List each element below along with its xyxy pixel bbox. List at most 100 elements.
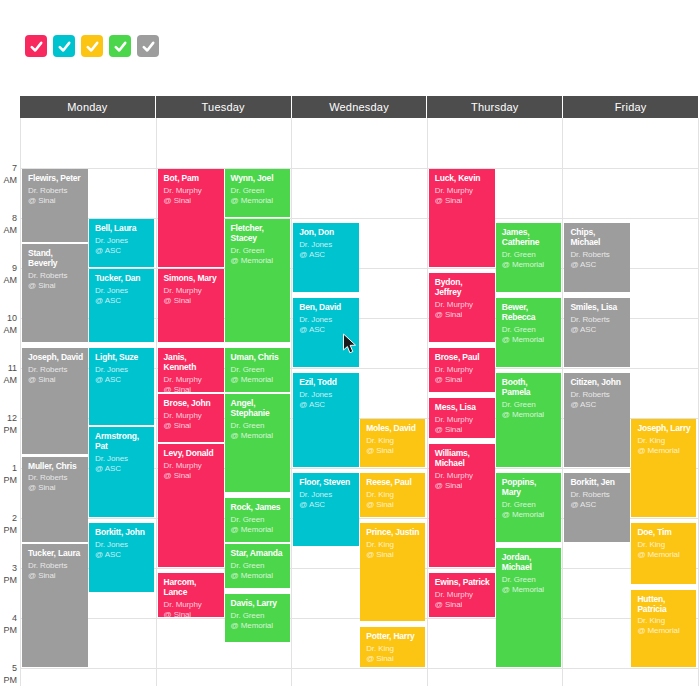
location-name: @ ASC — [570, 500, 626, 510]
patient-name: Wynn, Joel — [231, 174, 286, 184]
appointment-block[interactable]: Brose, JohnDr. Murphy@ Sinai — [158, 394, 224, 442]
location-name: @ ASC — [299, 500, 355, 510]
patient-name: Bot, Pam — [164, 174, 220, 184]
checkmark-icon — [29, 39, 44, 54]
patient-name: Brose, John — [164, 399, 220, 409]
appointment-block[interactable]: Ewins, PatrickDr. Murphy@ Sinai — [429, 573, 495, 617]
appointment-block[interactable]: Jon, DonDr. Jones@ ASC — [293, 223, 359, 292]
patient-name: Harcom, Lance — [164, 578, 220, 598]
location-name: @ Sinai — [28, 196, 84, 206]
appointment-block[interactable]: Joseph, LarryDr. King@ Memorial — [631, 419, 696, 517]
appointment-block[interactable]: Poppins, MaryDr. Green@ Memorial — [496, 473, 561, 542]
legend-checkbox-cyan[interactable] — [53, 35, 75, 57]
appointment-block[interactable]: Jordan, MichaelDr. Green@ Memorial — [496, 548, 561, 667]
appointment-block[interactable]: Star, AmandaDr. Green@ Memorial — [225, 544, 290, 588]
location-name: @ ASC — [95, 296, 150, 306]
appointment-block[interactable]: James, CatherineDr. Green@ Memorial — [496, 223, 561, 292]
appointment-block[interactable]: Mess, LisaDr. Murphy@ Sinai — [429, 398, 495, 438]
appointment-block[interactable]: Prince, JustinDr. King@ Sinai — [360, 523, 425, 621]
appointment-block[interactable]: Flewirs, PeterDr. Roberts@ Sinai — [22, 169, 88, 242]
appointment-block[interactable]: Rock, JamesDr. Green@ Memorial — [225, 498, 290, 542]
appointment-block[interactable]: Muller, ChrisDr. Roberts@ Sinai — [22, 457, 88, 543]
appointment-block[interactable]: Chips, MichaelDr. Roberts@ ASC — [564, 223, 630, 292]
time-label: 9 AM — [0, 262, 17, 274]
location-name: @ Sinai — [366, 446, 421, 456]
doctor-name: Dr. Roberts — [28, 271, 84, 281]
doctor-name: Dr. Murphy — [435, 471, 491, 481]
doctor-name: Dr. Roberts — [28, 473, 84, 483]
patient-name: Floor, Steven — [299, 478, 355, 488]
location-name: @ ASC — [95, 550, 150, 560]
patient-name: Levy, Donald — [164, 449, 220, 459]
doctor-name: Dr. Roberts — [28, 186, 84, 196]
appointment-block[interactable]: Smiles, LisaDr. Roberts@ ASC — [564, 298, 630, 367]
appointment-block[interactable]: Bot, PamDr. Murphy@ Sinai — [158, 169, 224, 267]
appointment-block[interactable]: Bydon, JeffreyDr. Murphy@ Sinai — [429, 273, 495, 342]
patient-name: Davis, Larry — [231, 599, 286, 609]
appointment-block[interactable]: Simons, MaryDr. Murphy@ Sinai — [158, 269, 224, 342]
doctor-name: Dr. Green — [231, 421, 286, 431]
appointment-block[interactable]: Davis, LarryDr. Green@ Memorial — [225, 594, 290, 642]
appointment-block[interactable]: Williams, MichaelDr. Murphy@ Sinai — [429, 444, 495, 567]
appointment-block[interactable]: Uman, ChrisDr. Green@ Memorial — [225, 348, 290, 392]
appointment-block[interactable]: Booth, Pamela Dr. Green@ Memorial — [496, 373, 561, 467]
location-name: @ Memorial — [502, 410, 557, 420]
location-name: @ Sinai — [164, 471, 220, 481]
column-gridline — [291, 118, 292, 686]
appointment-block[interactable]: Wynn, JoelDr. Green@ Memorial — [225, 169, 290, 217]
appointment-block[interactable]: Floor, StevenDr. Jones@ ASC — [293, 473, 359, 546]
appointment-block[interactable]: Janis, KennethDr. Murphy@ Sinai — [158, 348, 224, 392]
location-name: @ ASC — [570, 260, 626, 270]
location-name: @ ASC — [299, 400, 355, 410]
patient-name: Booth, Pamela — [502, 378, 557, 398]
patient-name: Doe, Tim — [637, 528, 692, 538]
appointment-block[interactable]: Bewer, RebeccaDr. Green@ Memorial — [496, 298, 561, 367]
appointment-block[interactable]: Stand, BeverlyDr. Roberts@ Sinai — [22, 244, 88, 342]
time-label: 8 AM — [0, 212, 17, 224]
appointment-block[interactable]: Joseph, DavidDr. Roberts@ Sinai — [22, 348, 88, 454]
location-name: @ Sinai — [435, 196, 491, 206]
appointment-block[interactable]: Potter, HarryDr. King@ Sinai — [360, 627, 425, 667]
legend-checkbox-yellow[interactable] — [81, 35, 103, 57]
hour-gridline — [20, 168, 698, 169]
patient-name: Rock, James — [231, 503, 286, 513]
legend-checkbox-pink[interactable] — [25, 35, 47, 57]
patient-name: James, Catherine — [502, 228, 557, 248]
appointment-block[interactable]: Citizen, JohnDr. Roberts@ ASC — [564, 373, 630, 467]
location-name: @ Memorial — [231, 525, 286, 535]
appointment-block[interactable]: Brose, PaulDr. Murphy@ Sinai — [429, 348, 495, 392]
day-header-friday: Friday — [563, 96, 698, 118]
location-name: @ Sinai — [28, 375, 84, 385]
appointment-block[interactable]: Doe, TimDr. King@ Memorial — [631, 523, 696, 584]
doctor-name: Dr. King — [637, 436, 692, 446]
appointment-block[interactable]: Tucker, DanDr. Jones@ ASC — [89, 269, 154, 342]
doctor-name: Dr. Green — [502, 325, 557, 335]
appointment-block[interactable]: Light, SuzeDr. Jones@ ASC — [89, 348, 154, 425]
appointment-block[interactable]: Reese, PaulDr. King@ Sinai — [360, 473, 425, 517]
location-name: @ ASC — [570, 325, 626, 335]
appointment-block[interactable]: Luck, Kevin Dr. Murphy@ Sinai — [429, 169, 495, 267]
day-header-row: MondayTuesdayWednesdayThursdayFriday — [20, 96, 698, 118]
appointment-block[interactable]: Harcom, LanceDr. Murphy@ Sinai — [158, 573, 224, 617]
appointment-block[interactable]: Borkitt, JenDr. Roberts@ ASC — [564, 473, 630, 542]
appointment-block[interactable]: Tucker, LauraDr. Roberts@ Sinai — [22, 544, 88, 667]
appointment-block[interactable]: Moles, DavidDr. King@ Sinai — [360, 419, 425, 467]
appointment-block[interactable]: Bell, LauraDr. Jones@ ASC — [89, 219, 154, 267]
appointment-block[interactable]: Ezil, ToddDr. Jones@ ASC — [293, 373, 359, 467]
time-label: 11 AM — [0, 362, 17, 374]
patient-name: Luck, Kevin — [435, 174, 491, 184]
appointment-block[interactable]: Angel, StephanieDr. Green@ Memorial — [225, 394, 290, 492]
time-label: 10 AM — [0, 312, 17, 324]
legend-checkbox-green[interactable] — [109, 35, 131, 57]
location-name: @ ASC — [570, 400, 626, 410]
appointment-block[interactable]: Levy, DonaldDr. Murphy@ Sinai — [158, 444, 224, 567]
location-name: @ Memorial — [637, 626, 692, 636]
appointment-block[interactable]: Hutten, PatriciaDr. King@ Memorial — [631, 590, 696, 667]
doctor-name: Dr. Green — [502, 400, 557, 410]
location-name: @ Sinai — [435, 425, 491, 435]
doctor-name: Dr. Murphy — [435, 186, 491, 196]
legend-checkbox-gray[interactable] — [137, 35, 159, 57]
appointment-block[interactable]: Armstrong, PatDr. Jones@ ASC — [89, 427, 154, 517]
appointment-block[interactable]: Borkitt, JohnDr. Jones@ ASC — [89, 523, 154, 592]
appointment-block[interactable]: Fletcher, StaceyDr. Green@ Memorial — [225, 219, 290, 342]
